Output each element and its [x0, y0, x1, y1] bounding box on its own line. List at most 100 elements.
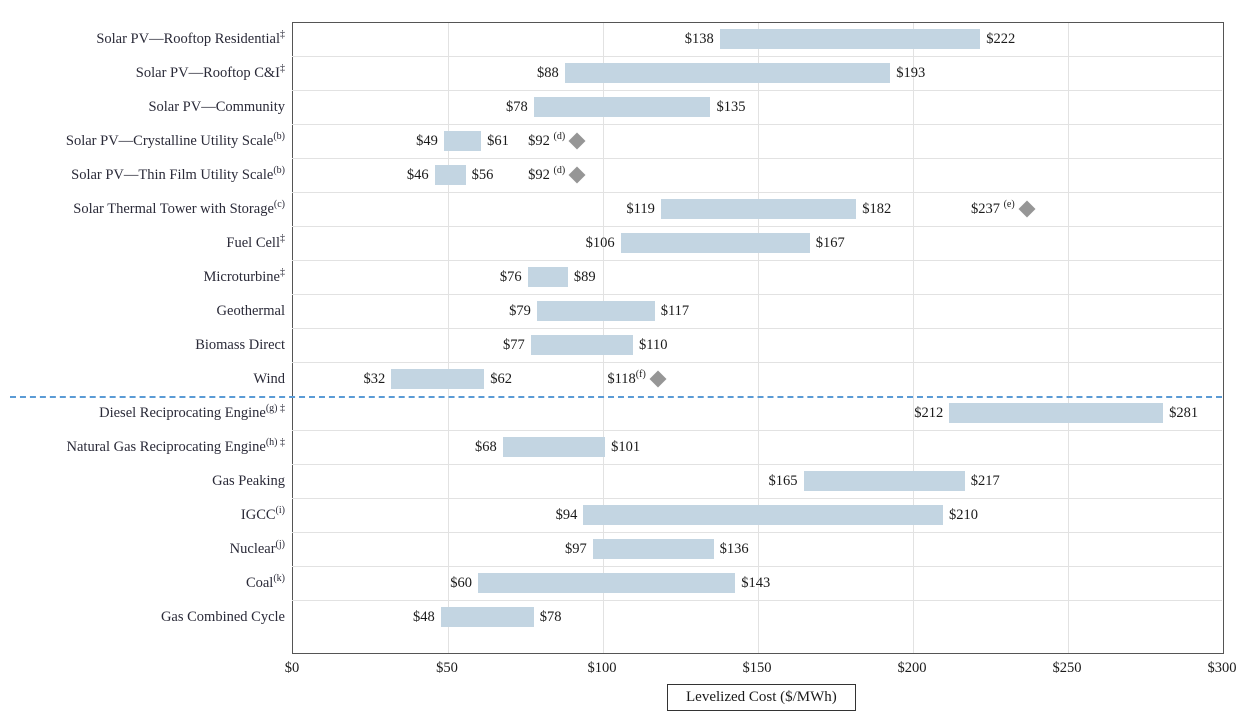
- low-value: $94: [556, 507, 578, 524]
- category-label: Nuclear(j): [10, 542, 285, 557]
- category-label: Wind: [10, 372, 285, 387]
- extra-value: $92 (d): [528, 167, 565, 184]
- xtick-label: $100: [588, 660, 617, 677]
- gridline: [448, 23, 449, 653]
- range-bar: [503, 437, 605, 457]
- range-bar: [565, 63, 891, 83]
- low-value: $46: [407, 167, 429, 184]
- range-bar: [391, 369, 484, 389]
- category-text: Nuclear: [230, 541, 276, 557]
- high-value: $110: [639, 337, 667, 354]
- row-separator: [292, 532, 1222, 533]
- category-text: Gas Combined Cycle: [161, 609, 285, 625]
- high-value: $193: [896, 65, 925, 82]
- gridline: [758, 23, 759, 653]
- low-value: $32: [363, 371, 385, 388]
- low-value: $48: [413, 609, 435, 626]
- category-superscript: (h) ‡: [266, 437, 285, 448]
- row-separator: [292, 566, 1222, 567]
- high-value: $182: [862, 201, 891, 218]
- plot-area: [292, 22, 1224, 654]
- lcoe-chart: Solar PV—Rooftop Residential‡$138$222Sol…: [10, 10, 1238, 700]
- category-text: Natural Gas Reciprocating Engine: [67, 439, 266, 455]
- low-value: $119: [626, 201, 654, 218]
- row-separator: [292, 260, 1222, 261]
- row-separator: [292, 498, 1222, 499]
- category-superscript: ‡: [280, 29, 285, 40]
- category-superscript: (k): [273, 573, 285, 584]
- row-separator: [292, 600, 1222, 601]
- category-text: Solar PV—Rooftop Residential: [96, 31, 280, 47]
- low-value: $212: [914, 405, 943, 422]
- category-text: Microturbine: [203, 269, 280, 285]
- category-superscript: ‡: [280, 63, 285, 74]
- low-value: $77: [503, 337, 525, 354]
- range-bar: [720, 29, 980, 49]
- xtick-label: $300: [1208, 660, 1237, 677]
- category-label: Biomass Direct: [10, 338, 285, 353]
- category-text: Solar PV—Crystalline Utility Scale: [66, 133, 273, 149]
- low-value: $60: [450, 575, 472, 592]
- high-value: $136: [720, 541, 749, 558]
- range-bar: [804, 471, 965, 491]
- high-value: $117: [661, 303, 689, 320]
- category-superscript: (g) ‡: [266, 403, 285, 414]
- xtick-label: $0: [285, 660, 300, 677]
- category-label: Natural Gas Reciprocating Engine(h) ‡: [10, 440, 285, 455]
- row-separator: [292, 430, 1222, 431]
- high-value: $61: [487, 133, 509, 150]
- row-separator: [292, 226, 1222, 227]
- row-separator: [292, 56, 1222, 57]
- high-value: $78: [540, 609, 562, 626]
- category-label: Solar PV—Rooftop Residential‡: [10, 32, 285, 47]
- category-text: Gas Peaking: [212, 473, 285, 489]
- category-superscript: (i): [276, 505, 285, 516]
- category-text: Solar PV—Rooftop C&I: [136, 65, 280, 81]
- low-value: $97: [565, 541, 587, 558]
- range-bar: [444, 131, 481, 151]
- category-superscript: ‡: [280, 267, 285, 278]
- xtick-label: $250: [1053, 660, 1082, 677]
- category-superscript: (c): [274, 199, 285, 210]
- range-bar: [583, 505, 943, 525]
- high-value: $62: [490, 371, 512, 388]
- section-divider: [10, 396, 1222, 398]
- category-label: Coal(k): [10, 576, 285, 591]
- category-label: Solar PV—Rooftop C&I‡: [10, 66, 285, 81]
- high-value: $217: [971, 473, 1000, 490]
- x-axis-title: Levelized Cost ($/MWh): [667, 684, 856, 711]
- gridline: [1068, 23, 1069, 653]
- extra-value: $237 (e): [971, 201, 1015, 218]
- high-value: $210: [949, 507, 978, 524]
- range-bar: [661, 199, 856, 219]
- high-value: $143: [741, 575, 770, 592]
- category-superscript: ‡: [280, 233, 285, 244]
- category-text: Coal: [246, 575, 273, 591]
- category-text: Geothermal: [217, 303, 285, 319]
- category-label: Solar PV—Crystalline Utility Scale(b): [10, 134, 285, 149]
- range-bar: [478, 573, 735, 593]
- high-value: $167: [816, 235, 845, 252]
- low-value: $78: [506, 99, 528, 116]
- category-text: Solar PV—Thin Film Utility Scale: [71, 167, 273, 183]
- high-value: $89: [574, 269, 596, 286]
- row-separator: [292, 362, 1222, 363]
- category-label: Gas Combined Cycle: [10, 610, 285, 625]
- xtick-label: $200: [898, 660, 927, 677]
- low-value: $106: [586, 235, 615, 252]
- category-label: Fuel Cell‡: [10, 236, 285, 251]
- row-separator: [292, 192, 1222, 193]
- low-value: $68: [475, 439, 497, 456]
- category-text: Fuel Cell: [226, 235, 280, 251]
- category-text: Diesel Reciprocating Engine: [99, 405, 266, 421]
- range-bar: [528, 267, 568, 287]
- low-value: $138: [685, 31, 714, 48]
- row-separator: [292, 328, 1222, 329]
- category-superscript: (b): [273, 165, 285, 176]
- range-bar: [949, 403, 1163, 423]
- high-value: $281: [1169, 405, 1198, 422]
- category-text: IGCC: [241, 507, 276, 523]
- category-label: Geothermal: [10, 304, 285, 319]
- high-value: $56: [472, 167, 494, 184]
- row-separator: [292, 294, 1222, 295]
